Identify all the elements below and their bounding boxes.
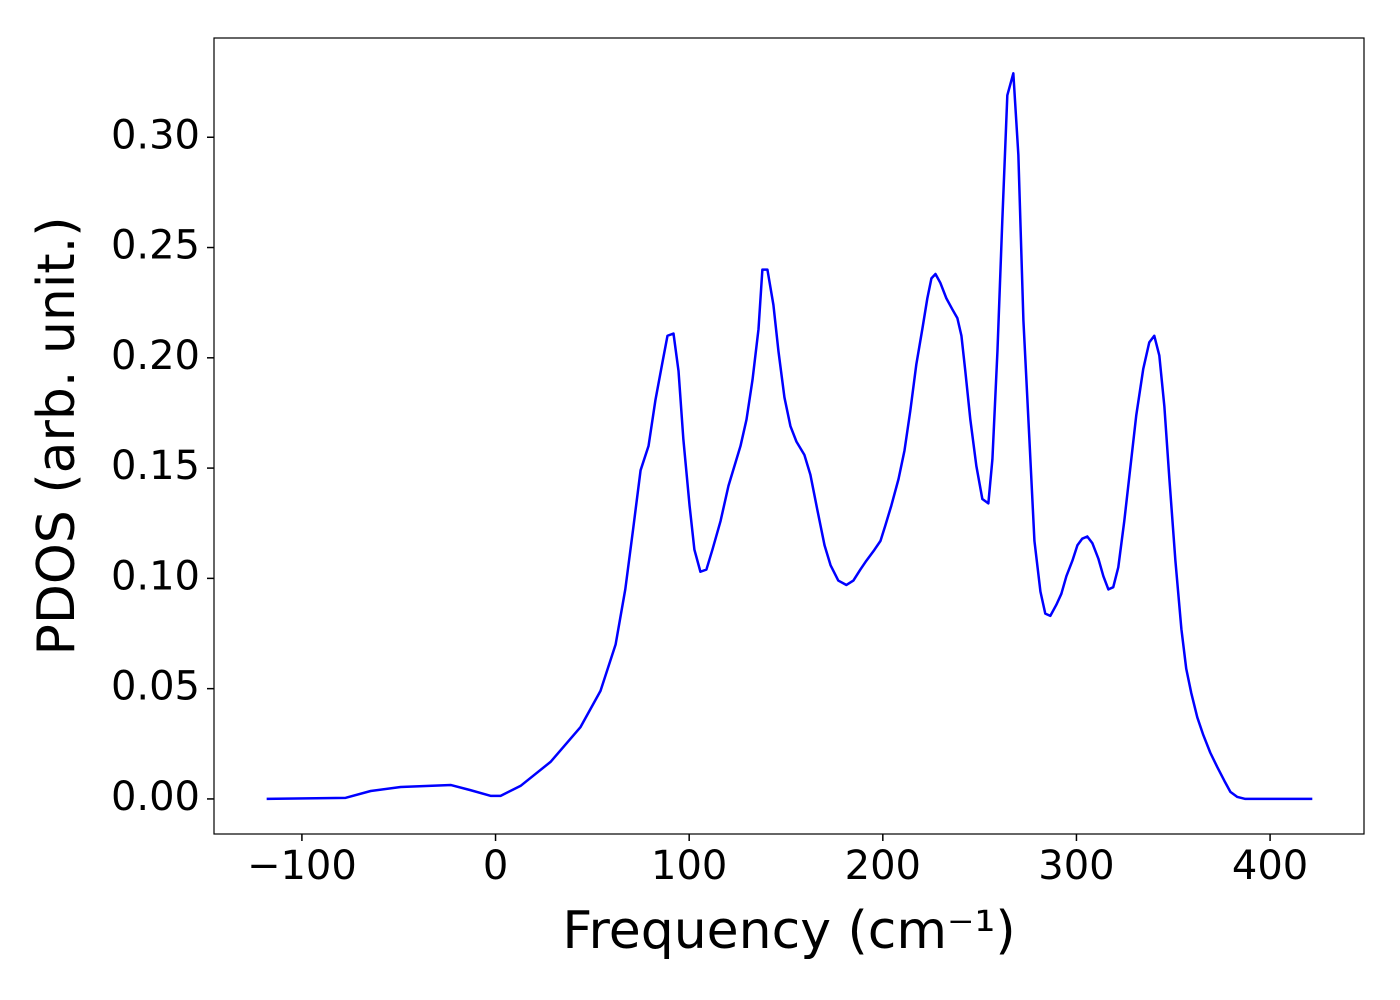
x-tick-label: 300 bbox=[1038, 843, 1114, 889]
data-line bbox=[266, 72, 1313, 801]
x-axis-label: Frequency (cm⁻¹) bbox=[562, 901, 1015, 961]
plot-frame bbox=[213, 37, 1365, 835]
y-tick-label: 0.30 bbox=[111, 112, 200, 158]
y-tick-label: 0.10 bbox=[111, 553, 200, 599]
x-tick-label: 100 bbox=[651, 843, 727, 889]
x-tick-label: 200 bbox=[845, 843, 921, 889]
x-tick-label: −100 bbox=[247, 843, 357, 889]
y-axis-label: PDOS (arb. unit.) bbox=[27, 216, 87, 655]
y-tick-label: 0.00 bbox=[111, 774, 200, 820]
y-tick-label: 0.15 bbox=[111, 443, 200, 489]
y-tick-label: 0.20 bbox=[111, 333, 200, 379]
x-tick-label: 0 bbox=[483, 843, 508, 889]
y-tick-label: 0.05 bbox=[111, 664, 200, 710]
x-tick-label: 400 bbox=[1232, 843, 1308, 889]
y-tick-label: 0.25 bbox=[111, 223, 200, 269]
